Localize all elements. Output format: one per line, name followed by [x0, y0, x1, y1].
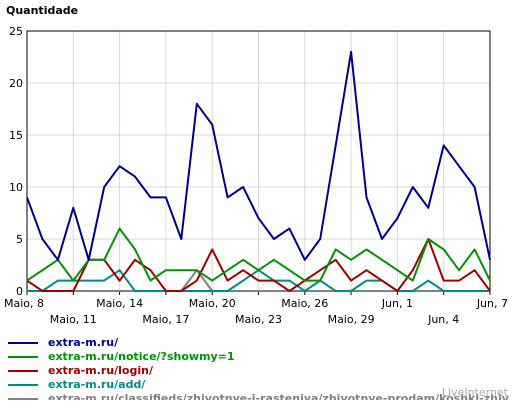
y-tick-label: 25	[9, 25, 23, 38]
legend-item: extra-m.ru/login/	[8, 364, 513, 378]
legend-item: extra-m.ru/notice/?showmy=1	[8, 350, 513, 364]
legend-label: extra-m.ru/login/	[48, 364, 153, 377]
x-tick-label: Maio, 8	[4, 297, 44, 310]
x-tick-label: Maio, 14	[96, 297, 143, 310]
x-tick-label: Maio, 20	[189, 297, 236, 310]
x-tick-label: Jun, 4	[427, 313, 459, 326]
x-tick-label: Maio, 26	[281, 297, 328, 310]
legend-swatch	[8, 356, 38, 358]
series-line-extra-m-ru-notice-showmy-1	[26, 227, 491, 282]
legend-item: extra-m.ru/classifieds/zhivotnye-i-raste…	[8, 392, 513, 400]
legend-label: extra-m.ru/add/	[48, 378, 146, 391]
legend-swatch	[8, 370, 38, 372]
x-tick-label: Jun, 1	[381, 297, 413, 310]
series-lines	[26, 50, 491, 292]
legend-item: extra-m.ru/	[8, 336, 513, 350]
x-tick-label: Maio, 11	[50, 313, 97, 326]
legend: extra-m.ru/extra-m.ru/notice/?showmy=1 ex…	[8, 336, 513, 400]
x-tick-label: Maio, 17	[142, 313, 189, 326]
grid	[26, 30, 491, 292]
y-tick-label: 20	[9, 77, 23, 90]
watermark: LiveInternet	[441, 386, 508, 399]
y-tick-label: 10	[9, 181, 23, 194]
x-tick-label: Jun, 7	[476, 297, 508, 310]
legend-label: extra-m.ru/notice/?showmy=1	[48, 350, 235, 363]
y-tick-label: 15	[9, 129, 23, 142]
legend-swatch	[8, 384, 38, 386]
x-tick-label: Maio, 29	[328, 313, 375, 326]
y-tick-label: 0	[16, 285, 23, 298]
y-tick-labels: 0 5 10 15 20 25	[9, 25, 23, 298]
x-tick-label: Maio, 23	[235, 313, 282, 326]
y-axis-title: Quantidade	[6, 4, 79, 17]
legend-item: extra-m.ru/add/	[8, 378, 513, 392]
y-tick-label: 5	[16, 233, 23, 246]
series-line-extra-m-ru	[26, 50, 491, 261]
legend-label: extra-m.ru/classifieds/zhivotnye-i-raste…	[48, 392, 509, 400]
legend-label: extra-m.ru/	[48, 336, 119, 349]
legend-swatch	[8, 398, 38, 400]
legend-swatch	[8, 342, 38, 344]
